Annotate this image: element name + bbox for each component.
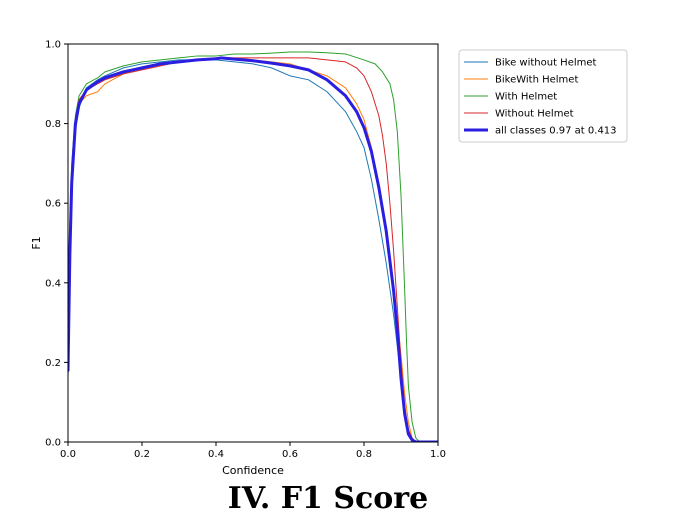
series-line-2 [68,51,438,442]
series-line-1 [68,57,438,442]
y-tick-label: 0.8 [45,119,61,130]
series-layer [68,51,438,442]
legend-label: Without Helmet [495,109,574,120]
y-tick-label: 1.0 [45,40,61,51]
x-tick-label: 0.8 [356,449,372,460]
legend-label: Bike without Helmet [495,58,597,69]
series-line-0 [68,59,438,442]
x-tick-label: 0.4 [208,449,224,460]
y-axis-ticks: 0.0 0.2 0.4 0.6 0.8 1.0 [45,40,68,449]
y-axis-label: F1 [30,236,43,249]
x-tick-label: 0.6 [282,449,298,460]
x-axis-label: Confidence [222,464,284,477]
series-line-3 [68,57,438,442]
plot-area [67,43,439,443]
x-axis-ticks: 0.0 0.2 0.4 0.6 0.8 1.0 [60,442,446,460]
y-tick-label: 0.2 [45,358,61,369]
x-tick-label: 0.0 [60,449,76,460]
y-tick-label: 0.6 [45,199,61,210]
legend-label: all classes 0.97 at 0.413 [495,126,617,137]
legend-label: BikeWith Helmet [495,75,578,86]
x-tick-label: 0.2 [134,449,150,460]
y-tick-label: 0.4 [45,278,61,289]
plot-frame [67,43,439,443]
legend: Bike without Helmet BikeWith Helmet With H… [458,49,628,143]
figure-caption: IV. F1 Score [228,481,428,516]
legend-label: With Helmet [495,92,557,103]
series-line-4 [68,56,438,442]
x-tick-label: 1.0 [430,449,446,460]
legend-frame [458,49,628,143]
y-tick-label: 0.0 [45,438,61,449]
